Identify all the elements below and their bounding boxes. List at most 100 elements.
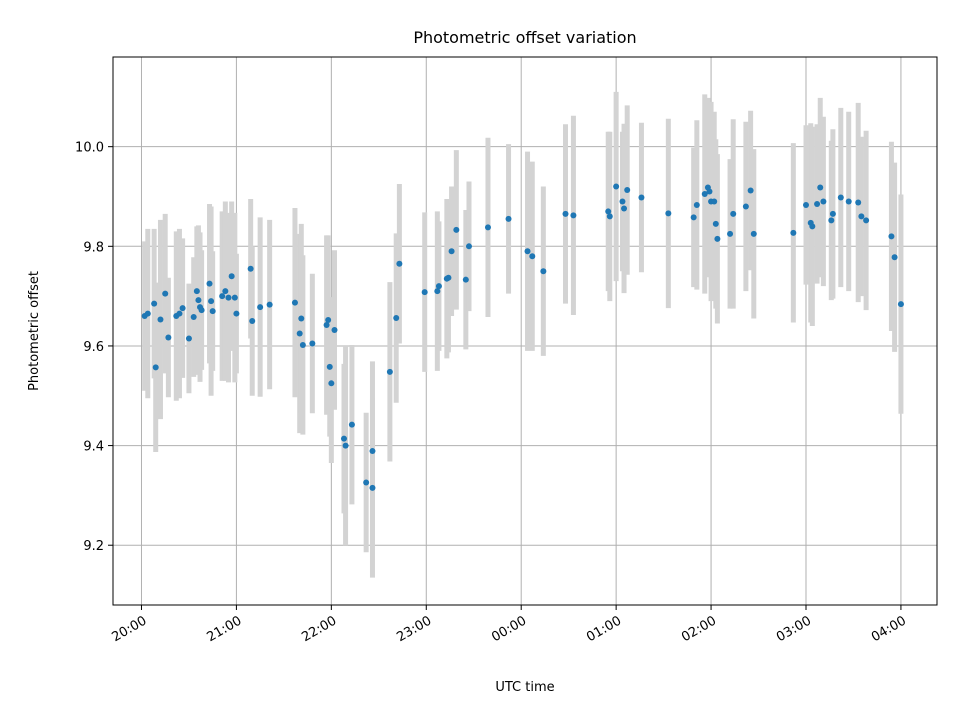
data-point (233, 310, 240, 317)
data-point (448, 248, 455, 255)
data-point (296, 330, 303, 337)
data-point (891, 254, 898, 261)
data-point (711, 198, 718, 205)
data-point (185, 335, 192, 342)
data-point (619, 198, 626, 205)
data-point (820, 198, 827, 205)
x-axis-ticks: 20:00 21:00 22:00 23:00 00:00 01:00 02:00 03:00… (110, 605, 909, 645)
data-point (621, 205, 628, 212)
data-point (386, 368, 393, 375)
data-point (225, 294, 232, 301)
data-point (249, 318, 256, 325)
data-point (817, 184, 824, 191)
data-point (624, 187, 631, 194)
data-point (727, 230, 734, 237)
data-point (570, 212, 577, 219)
data-point (247, 265, 254, 272)
data-point (325, 317, 332, 324)
y-axis-ticks: 9.2 9.4 9.6 9.8 10.0 (75, 141, 113, 554)
data-point (750, 230, 757, 237)
data-point (638, 194, 645, 201)
data-point (529, 253, 536, 260)
data-point (465, 243, 472, 250)
data-point (484, 224, 491, 231)
data-point (219, 293, 226, 300)
data-point (690, 214, 697, 221)
data-point (206, 280, 213, 287)
data-point (802, 201, 809, 208)
data-point (144, 310, 151, 317)
x-tick-label: 04:00 (869, 613, 909, 645)
data-points (141, 183, 904, 491)
data-point (445, 274, 452, 281)
data-point (712, 220, 719, 227)
data-point (266, 301, 273, 308)
data-point (157, 316, 164, 323)
x-tick-label: 03:00 (774, 613, 814, 645)
data-point (855, 199, 862, 206)
data-point (328, 380, 335, 387)
data-point (505, 215, 512, 222)
x-tick-label: 02:00 (679, 613, 719, 645)
data-point (540, 268, 547, 275)
data-point (421, 289, 428, 296)
data-point (208, 298, 215, 305)
plot-frame (112, 56, 938, 606)
data-point (176, 310, 183, 317)
x-tick-label: 01:00 (584, 613, 624, 645)
y-tick-label: 9.6 (83, 340, 104, 355)
data-point (613, 183, 620, 190)
data-point (606, 213, 613, 220)
data-point (151, 300, 158, 307)
data-point (897, 301, 904, 308)
data-point (165, 334, 172, 341)
chart-title: Photometric offset variation (413, 28, 636, 47)
data-point (298, 315, 305, 322)
data-point (195, 297, 202, 304)
data-point (605, 208, 612, 215)
data-point (829, 210, 836, 217)
x-tick-label: 00:00 (489, 613, 529, 645)
data-point (888, 233, 895, 240)
data-point (462, 276, 469, 283)
data-point (209, 308, 216, 315)
data-point (363, 479, 370, 486)
data-point (331, 327, 338, 334)
data-point (162, 290, 169, 297)
data-point (222, 288, 229, 295)
data-point (309, 340, 316, 347)
data-point (863, 217, 870, 224)
data-point (434, 288, 441, 295)
data-point (342, 442, 349, 449)
data-point (693, 201, 700, 208)
data-point (706, 188, 713, 195)
data-point (809, 223, 816, 230)
data-point (190, 314, 197, 321)
x-tick-label: 20:00 (110, 613, 150, 645)
data-point (231, 294, 238, 301)
data-point (228, 273, 235, 280)
data-point (747, 187, 754, 194)
data-point (714, 235, 721, 242)
data-point (198, 307, 205, 314)
data-point (435, 283, 442, 290)
data-point (453, 226, 460, 233)
data-point (179, 305, 186, 312)
data-point (257, 304, 264, 311)
data-point (858, 213, 865, 220)
data-point (524, 248, 531, 255)
x-tick-label: 22:00 (299, 613, 339, 645)
y-tick-label: 9.2 (83, 539, 104, 554)
error-bars (142, 91, 904, 578)
data-point (396, 260, 403, 267)
data-point (845, 198, 852, 205)
data-point (326, 363, 333, 370)
data-point (323, 322, 330, 329)
data-point (562, 210, 569, 217)
data-point (340, 435, 347, 442)
data-point (393, 315, 400, 322)
data-point (790, 229, 797, 236)
data-point (369, 484, 376, 491)
data-point (742, 203, 749, 210)
